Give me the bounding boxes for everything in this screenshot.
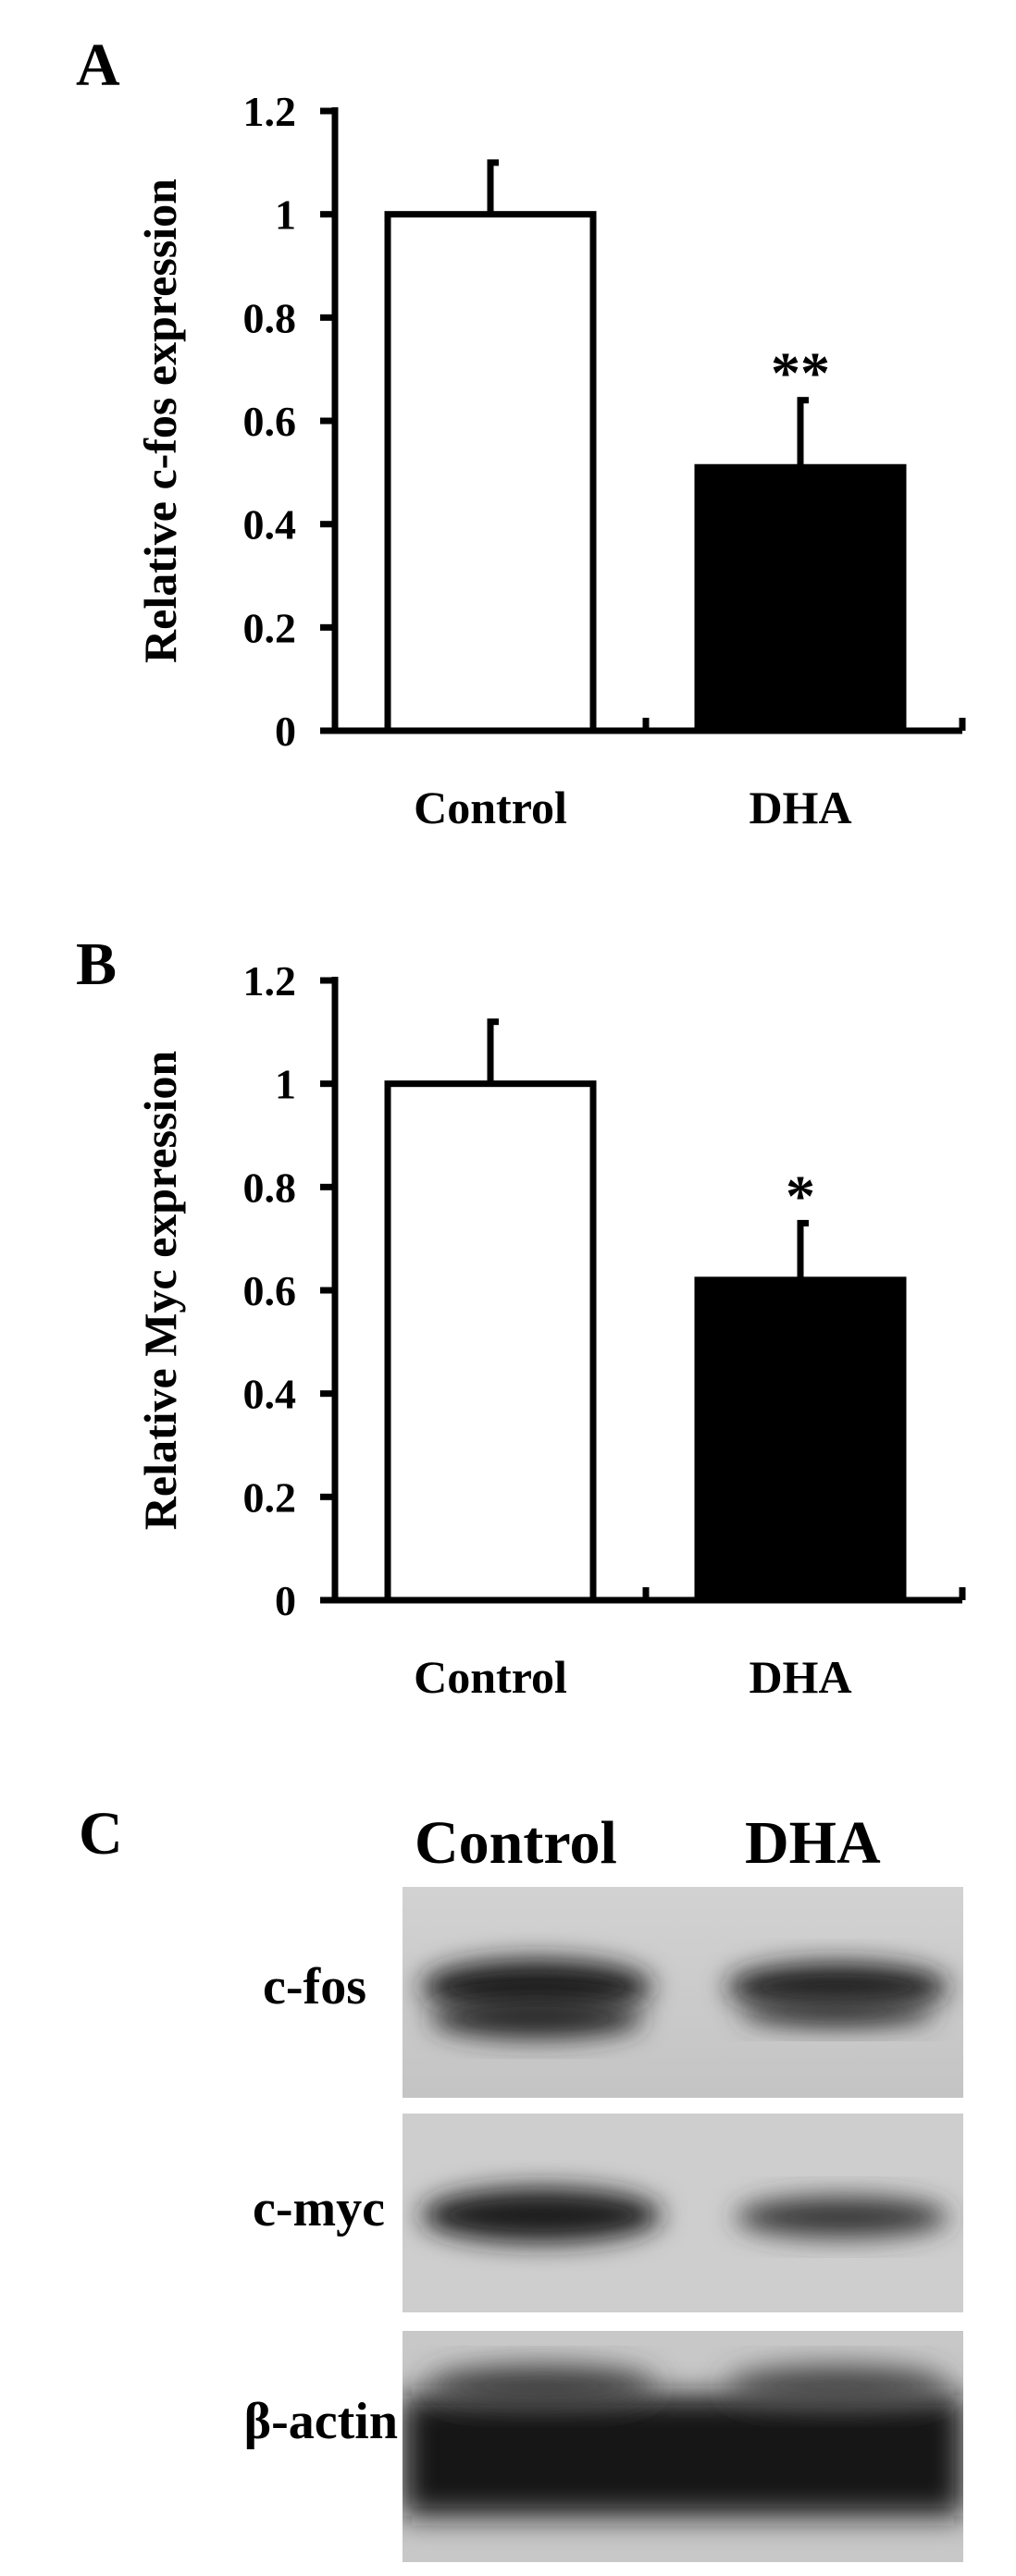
blot-band-c-fos (403, 1887, 963, 2098)
blot-column-dha: DHA (745, 1809, 881, 1877)
western-blot: Control DHA c-fos c-myc β-actin (0, 1757, 1016, 2576)
panel-letter-b: B (76, 931, 118, 998)
y-tick-label: 0.8 (243, 1164, 297, 1211)
y-tick-label: 1.2 (243, 88, 297, 135)
y-tick-label: 0.6 (243, 398, 297, 445)
y-tick-label: 0 (275, 1577, 296, 1624)
y-axis-label: Relative Myc expression (134, 1051, 186, 1531)
y-tick-label: 0.8 (243, 294, 297, 341)
y-tick-label: 0 (275, 708, 296, 755)
bar-dha (694, 1276, 907, 1604)
significance-marker: * (786, 1163, 815, 1228)
x-category-label: DHA (749, 1651, 851, 1703)
y-tick-label: 0.4 (243, 501, 297, 548)
significance-marker: ** (771, 340, 830, 406)
blot-row-label-beta-actin: β-actin (243, 2393, 398, 2450)
panel-letter-c: C (79, 1800, 123, 1867)
panel-letter-a: A (76, 31, 120, 99)
y-tick-label: 0.2 (243, 604, 297, 651)
y-tick-label: 1 (275, 191, 296, 239)
bar-dha (694, 463, 907, 734)
y-tick-label: 0.2 (243, 1473, 297, 1521)
bar-chart-c-fos: Relative c-fos expression 0 0.2 0.4 0.6 0.8 1 1… (134, 88, 966, 833)
bar-control (384, 211, 597, 734)
bar-chart-myc: Relative Myc expression 0 0.2 0.4 0.6 0.8 1 1.2… (134, 957, 966, 1703)
blot-row-label-c-myc: c-myc (252, 2180, 385, 2237)
blot-column-control: Control (415, 1809, 617, 1877)
x-category-label: Control (414, 1651, 567, 1703)
x-category-label: DHA (749, 782, 851, 833)
y-tick-label: 1 (275, 1061, 296, 1108)
blot-band-beta-actin (403, 2331, 963, 2562)
y-tick-label: 0.4 (243, 1371, 297, 1418)
blot-row-label-c-fos: c-fos (263, 1958, 366, 2015)
y-axis-label: Relative c-fos expression (134, 179, 186, 663)
x-category-label: Control (414, 782, 567, 833)
blot-band-c-myc (403, 2114, 963, 2312)
y-tick-label: 0.6 (243, 1267, 297, 1314)
bar-control (384, 1080, 597, 1604)
y-tick-label: 1.2 (243, 957, 297, 1005)
